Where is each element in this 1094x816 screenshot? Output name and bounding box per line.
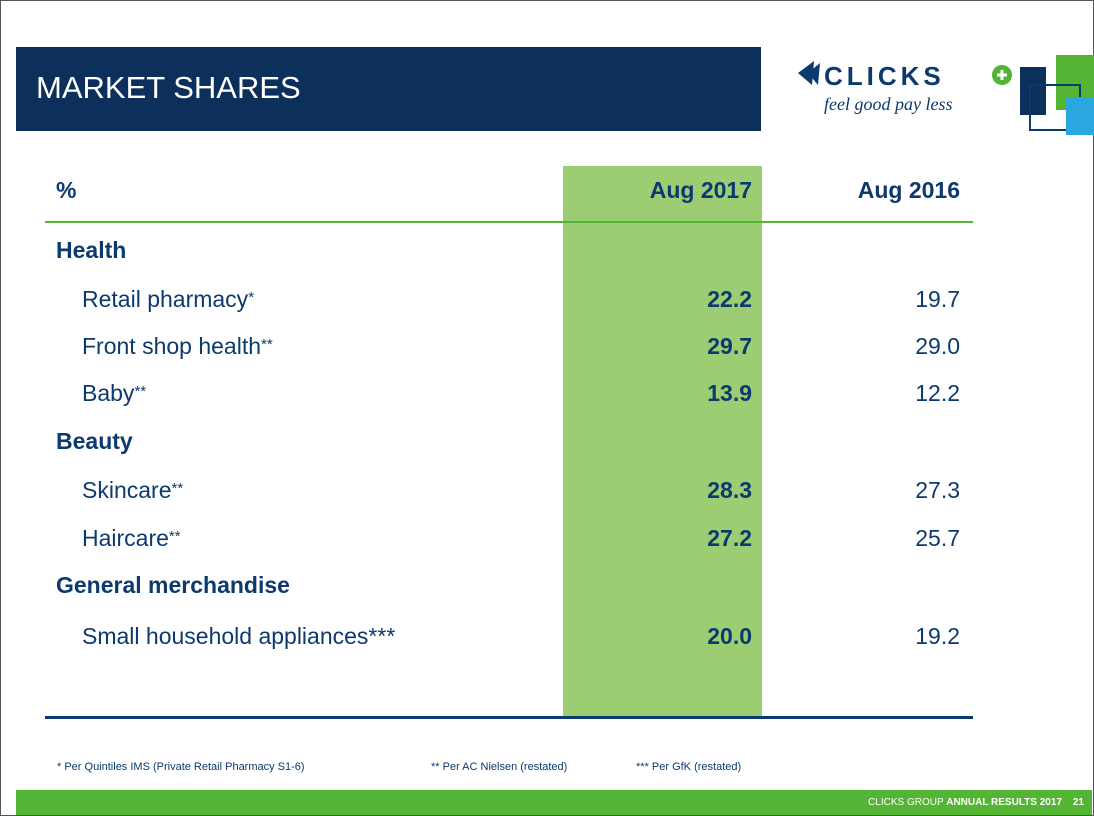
row-label: Front shop health** xyxy=(82,326,273,366)
footnote: *** Per GfK (restated) xyxy=(636,761,742,773)
row-label: Skincare** xyxy=(82,470,183,510)
header-rule xyxy=(45,221,973,223)
page-number: 21 xyxy=(1072,797,1084,808)
footer-bar: CLICKS GROUP ANNUAL RESULTS 2017 21 xyxy=(16,790,1092,815)
cell-value: 19.2 xyxy=(915,623,960,649)
column-header: % xyxy=(56,177,77,203)
highlight-column xyxy=(563,166,762,718)
item-row: Skincare** 28.3 27.3 xyxy=(0,470,1094,510)
footnote: * Per Quintiles IMS (Private Retail Phar… xyxy=(57,761,305,773)
note-marker: ** xyxy=(171,480,184,497)
group-label: General merchandise xyxy=(56,572,290,598)
group-row: Health xyxy=(0,230,1094,270)
cell-value: 25.7 xyxy=(915,525,960,551)
row-label: Small household appliances*** xyxy=(82,616,395,656)
note-marker: *** xyxy=(368,623,396,649)
cell-value: 13.9 xyxy=(707,380,752,406)
row-label: Baby** xyxy=(82,373,146,413)
footnote: ** Per AC Nielsen (restated) xyxy=(431,761,568,773)
label-text: Baby xyxy=(82,380,135,406)
label-text: Skincare xyxy=(82,477,172,503)
cell-value: 27.3 xyxy=(915,477,960,503)
cell-value: 20.0 xyxy=(707,623,752,649)
logo-icon xyxy=(798,61,820,85)
column-header: Aug 2017 xyxy=(649,177,752,203)
logo: CLICKS feel good pay less xyxy=(798,55,1094,135)
cell-value: 19.7 xyxy=(915,286,960,312)
cell-value: 29.7 xyxy=(707,333,752,359)
row-label: Retail pharmacy* xyxy=(82,279,254,319)
title-band xyxy=(16,47,761,131)
cell-value: 28.3 xyxy=(707,477,752,503)
item-row: Front shop health** 29.7 29.0 xyxy=(0,326,1094,366)
footer-prefix: CLICKS GROUP xyxy=(868,797,947,808)
group-label: Beauty xyxy=(56,428,133,454)
label-text: Haircare xyxy=(82,525,169,551)
label-text: Retail pharmacy xyxy=(82,286,249,312)
note-marker: * xyxy=(248,289,255,306)
group-row: General merchandise xyxy=(0,565,1094,605)
item-row: Retail pharmacy* 22.2 19.7 xyxy=(0,279,1094,319)
footer-text: CLICKS GROUP ANNUAL RESULTS 2017 xyxy=(868,797,1062,808)
column-header: Aug 2016 xyxy=(857,177,960,203)
cell-value: 29.0 xyxy=(915,333,960,359)
label-text: Small household appliances xyxy=(82,623,369,649)
footer-emphasis: ANNUAL RESULTS 2017 xyxy=(946,797,1062,808)
deco-square xyxy=(1020,67,1046,115)
logo-tagline: feel good pay less xyxy=(824,94,952,114)
logo-cross-mark xyxy=(997,70,1007,80)
note-marker: ** xyxy=(168,528,181,545)
group-label: Health xyxy=(56,237,127,263)
cell-value: 22.2 xyxy=(707,286,752,312)
label-text: Front shop health xyxy=(82,333,262,359)
bottom-rule xyxy=(45,716,973,719)
note-marker: ** xyxy=(261,336,273,353)
group-row: Beauty xyxy=(0,421,1094,461)
logo-brand: CLICKS xyxy=(824,61,945,91)
deco-square xyxy=(1066,97,1094,135)
cell-value: 27.2 xyxy=(707,525,752,551)
slide-title: MARKET SHARES xyxy=(36,70,301,105)
item-row: Haircare** 27.2 25.7 xyxy=(0,518,1094,558)
item-row: Baby** 13.9 12.2 xyxy=(0,373,1094,413)
header-row: % Aug 2017 Aug 2016 xyxy=(0,170,1094,210)
row-label: Haircare** xyxy=(82,518,181,558)
note-marker: ** xyxy=(134,383,147,400)
item-row: Small household appliances*** 20.0 19.2 xyxy=(0,616,1094,656)
cell-value: 12.2 xyxy=(915,380,960,406)
